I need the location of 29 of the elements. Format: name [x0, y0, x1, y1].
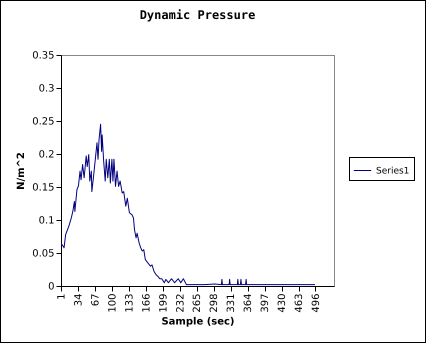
x-tick-label: 34: [73, 294, 84, 306]
y-axis-title: N/m^2: [16, 152, 28, 190]
legend-label: Series1: [376, 166, 410, 176]
line-series: [61, 124, 316, 286]
y-tick-label: 0.35: [32, 50, 54, 62]
chart-title: Dynamic Pressure: [140, 8, 256, 22]
y-tick-label: 0.2: [38, 150, 54, 160]
x-tick-label: 298: [209, 294, 220, 313]
x-tick-label: 100: [107, 294, 118, 313]
y-tick-label: 0: [48, 282, 54, 292]
x-tick-label: 199: [158, 294, 170, 313]
x-tick-label: 463: [294, 294, 306, 313]
y-tick-label: 0.05: [32, 248, 54, 260]
x-tick-label: 364: [243, 294, 254, 313]
y-tick-label: 0.1: [38, 216, 54, 226]
x-tick-label: 1: [56, 294, 68, 300]
x-tick-label: 265: [192, 294, 204, 313]
y-tick-label: 0.3: [38, 84, 54, 94]
x-tick-label: 133: [124, 294, 136, 313]
y-tick-label: 0.25: [32, 116, 54, 128]
x-tick-label: 232: [175, 294, 186, 313]
x-axis-title: Sample (sec): [161, 316, 235, 328]
x-tick-label: 496: [310, 294, 322, 313]
x-tick-label: 430: [277, 294, 288, 313]
x-tick-label: 331: [226, 294, 238, 313]
x-tick-label: 67: [90, 294, 102, 306]
x-tick-label: 397: [260, 294, 272, 313]
y-tick-label: 0.15: [32, 182, 54, 194]
x-tick-label: 166: [141, 294, 152, 313]
